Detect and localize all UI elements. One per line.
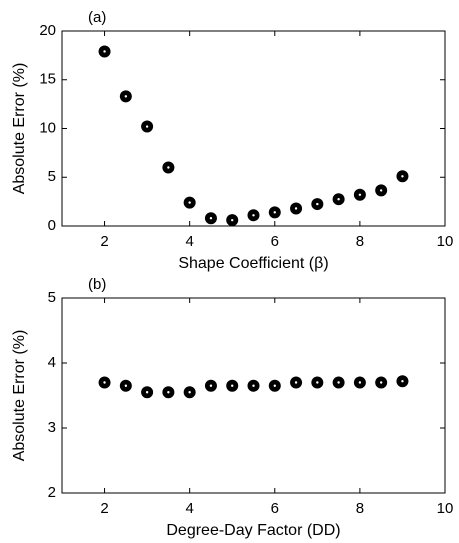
point-center	[316, 381, 319, 384]
point-center	[358, 381, 362, 384]
y-tick-label: 3	[48, 419, 56, 436]
point-center	[273, 211, 276, 214]
point-center	[167, 391, 170, 394]
point-center	[252, 214, 255, 217]
point-center	[188, 201, 191, 204]
x-tick-label: 8	[356, 500, 364, 517]
x-axis-label: Degree-Day Factor (DD)	[166, 522, 340, 539]
point-center	[337, 381, 340, 384]
y-tick-label: 5	[48, 168, 56, 185]
point-center	[103, 50, 106, 53]
point-center	[124, 384, 128, 387]
y-tick-label: 5	[48, 289, 56, 306]
point-center	[231, 218, 234, 222]
x-tick-label: 6	[271, 233, 279, 250]
point-center	[209, 217, 213, 220]
point-center	[252, 384, 255, 387]
y-tick-label: 0	[48, 217, 56, 234]
point-center	[103, 381, 106, 384]
point-center	[124, 95, 128, 98]
y-tick-label: 10	[39, 119, 56, 136]
point-center	[401, 380, 404, 383]
panel-label: (b)	[88, 276, 106, 293]
x-tick-label: 6	[271, 500, 279, 517]
point-center	[379, 189, 383, 192]
x-tick-label: 10	[437, 500, 454, 517]
panel-label: (a)	[88, 9, 106, 26]
point-center	[167, 166, 170, 169]
point-center	[273, 384, 276, 387]
point-center	[188, 391, 191, 394]
point-center	[209, 384, 213, 387]
point-center	[294, 381, 298, 384]
x-tick-label: 2	[100, 500, 108, 517]
x-tick-label: 8	[356, 233, 364, 250]
x-axis-label: Shape Coefficient (β)	[178, 255, 328, 272]
point-center	[379, 381, 383, 384]
y-tick-label: 4	[48, 354, 56, 371]
plot-frame	[61, 297, 446, 494]
x-tick-label: 2	[100, 233, 108, 250]
y-tick-label: 15	[39, 71, 56, 88]
point-center	[294, 207, 298, 210]
y-axis-label: Absolute Error (%)	[11, 63, 28, 195]
point-center	[145, 125, 149, 128]
x-tick-label: 4	[185, 233, 193, 250]
x-tick-label: 4	[185, 500, 193, 517]
plot-frame	[61, 30, 446, 227]
point-center	[358, 193, 362, 196]
y-axis-label: Absolute Error (%)	[11, 330, 28, 462]
y-tick-label: 2	[48, 484, 56, 501]
point-center	[316, 202, 319, 206]
point-center	[231, 384, 234, 387]
point-center	[337, 197, 340, 201]
y-tick-label: 20	[39, 22, 56, 39]
point-center	[401, 175, 404, 178]
x-tick-label: 10	[437, 233, 454, 250]
point-center	[145, 391, 149, 394]
